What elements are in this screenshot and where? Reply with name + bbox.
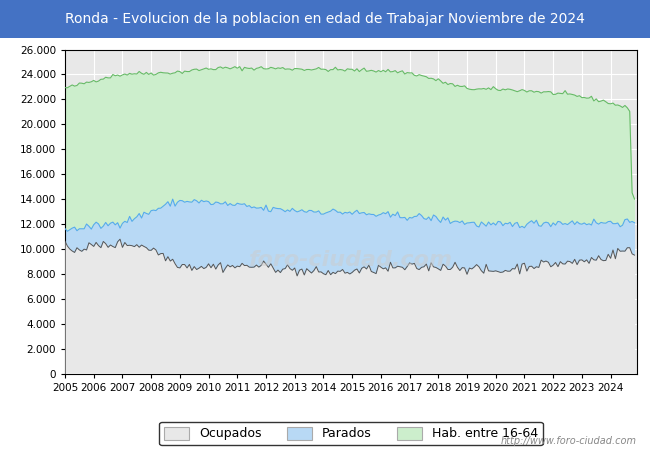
Text: http://www.foro-ciudad.com: http://www.foro-ciudad.com <box>501 436 637 446</box>
Legend: Ocupados, Parados, Hab. entre 16-64: Ocupados, Parados, Hab. entre 16-64 <box>159 422 543 446</box>
Text: Ronda - Evolucion de la poblacion en edad de Trabajar Noviembre de 2024: Ronda - Evolucion de la poblacion en eda… <box>65 12 585 26</box>
Text: foro-ciudad.com: foro-ciudad.com <box>249 250 453 270</box>
